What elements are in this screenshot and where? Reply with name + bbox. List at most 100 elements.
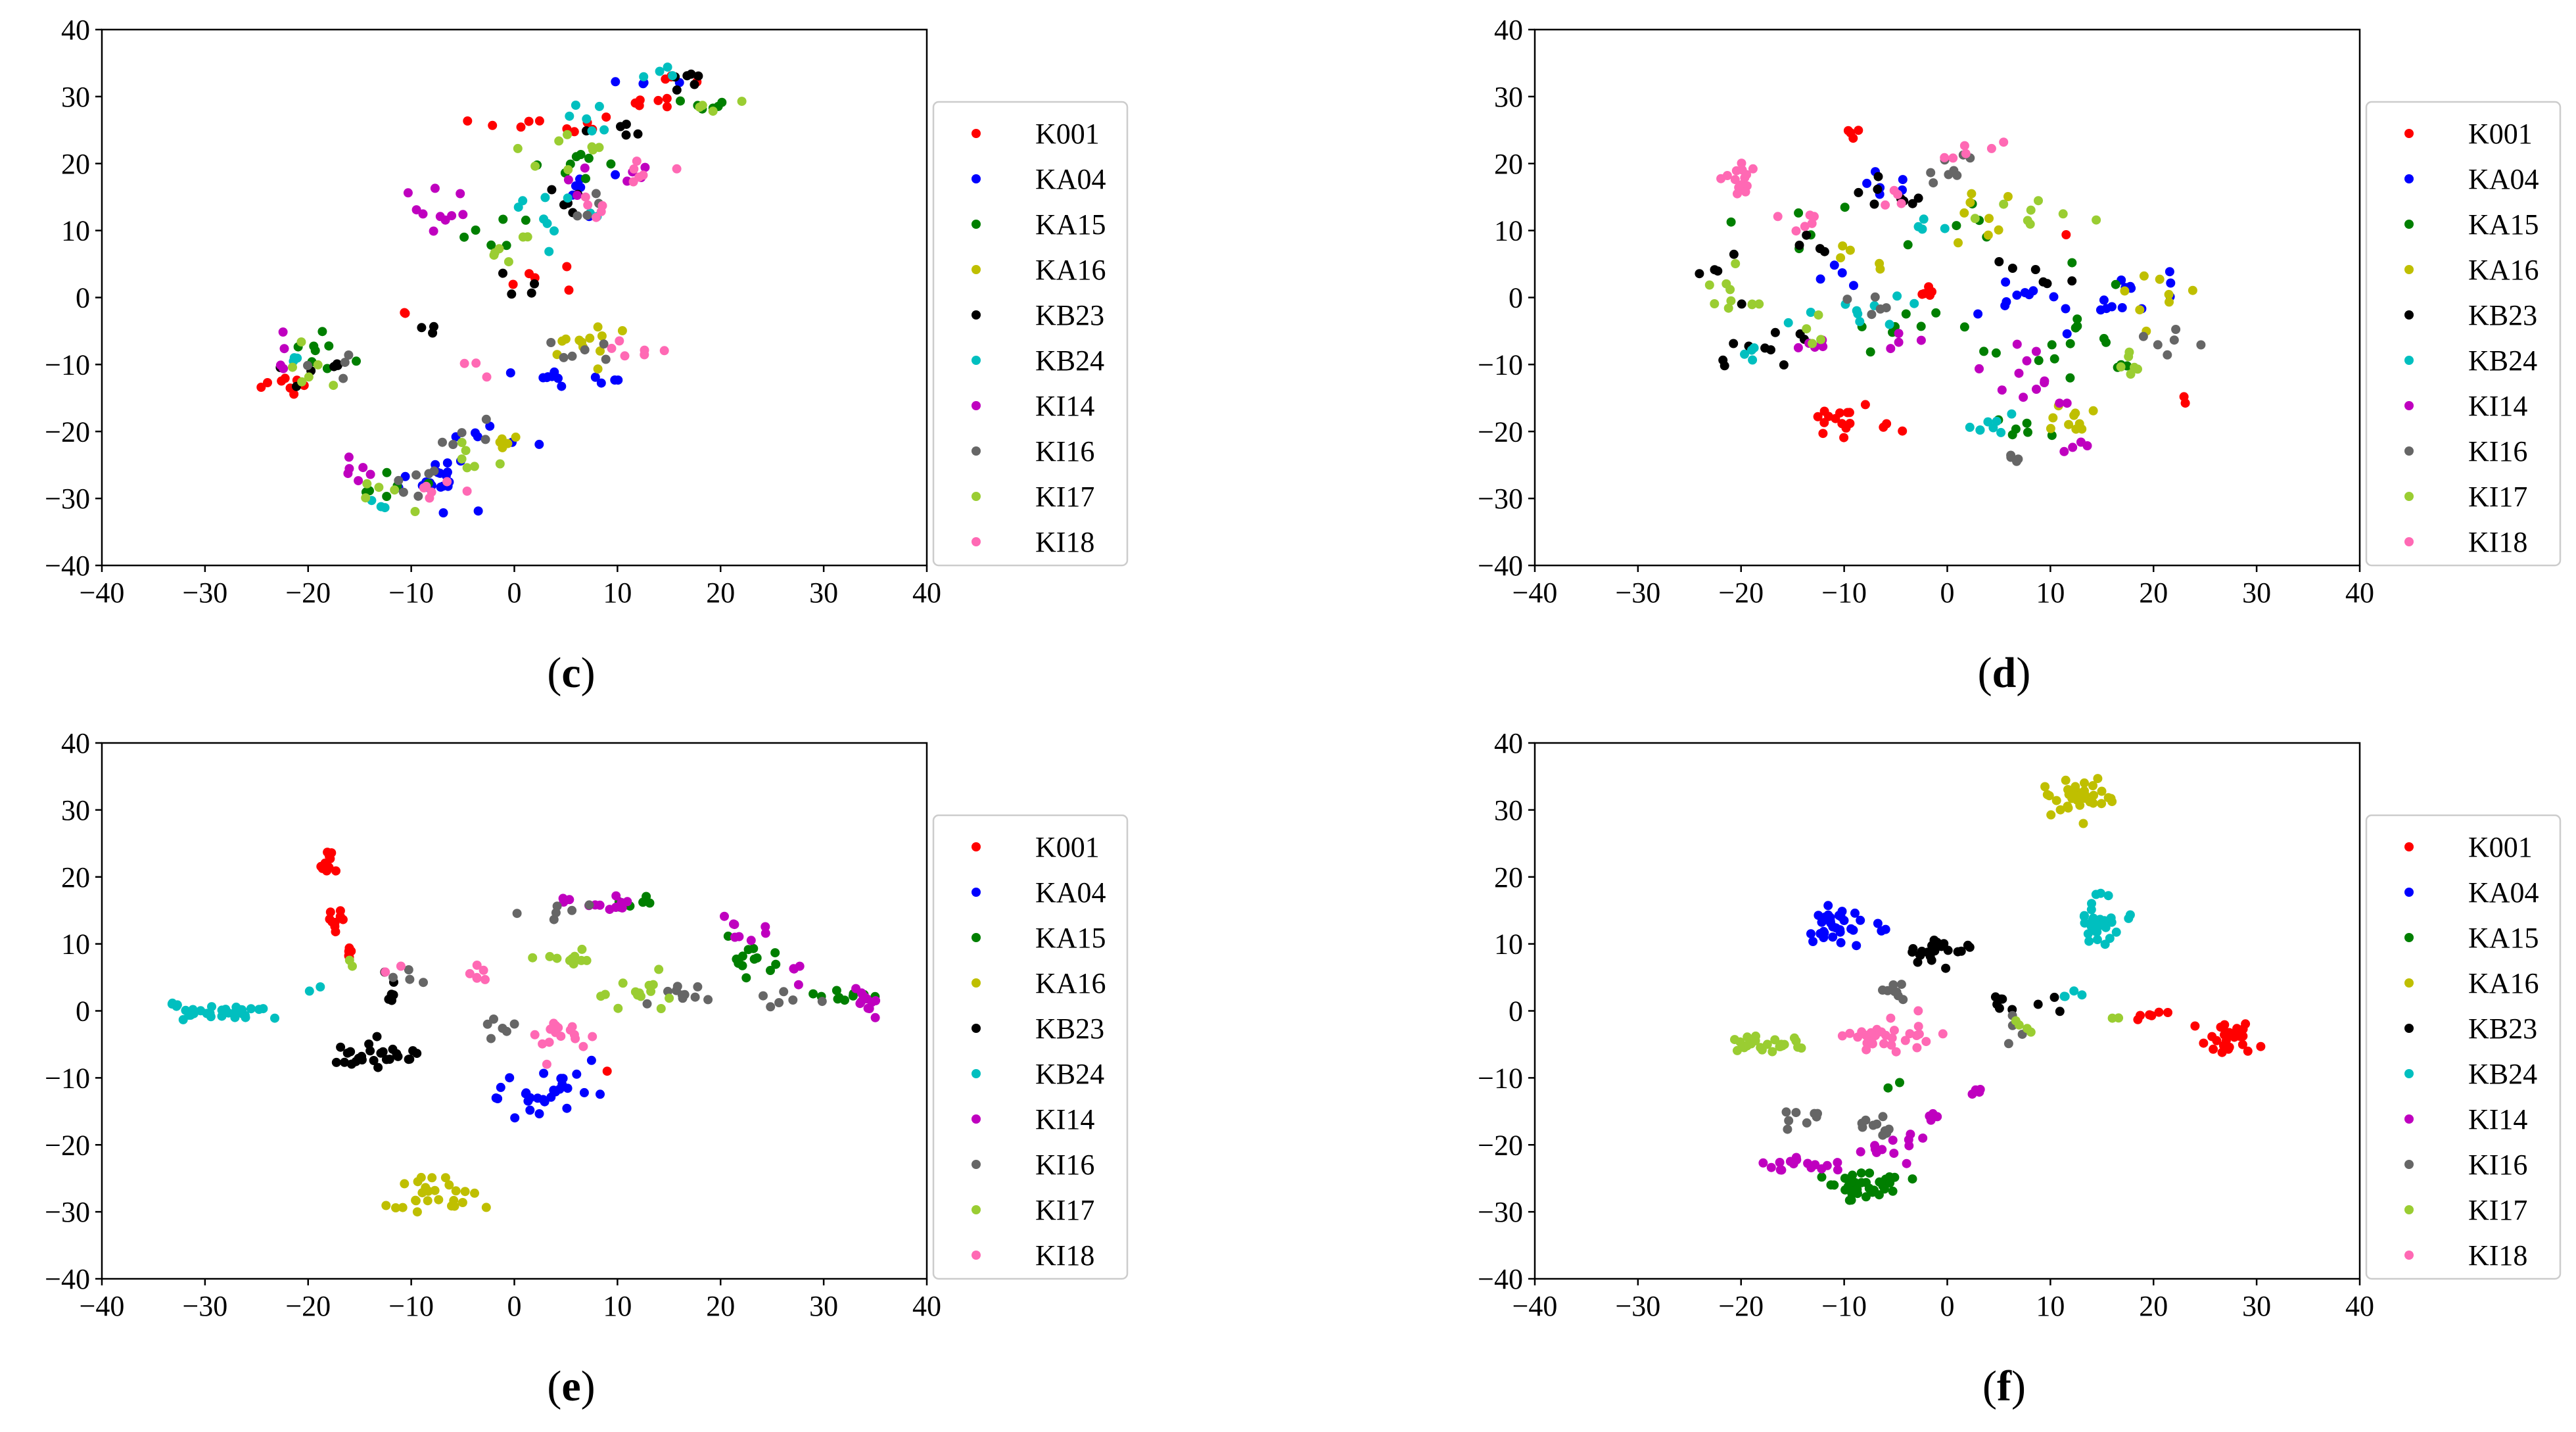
data-point-ka15	[502, 241, 511, 251]
data-point-ka04	[1881, 924, 1890, 934]
data-point-ki17	[576, 955, 586, 965]
data-point-ki18	[1867, 1039, 1877, 1049]
data-point-ki16	[1781, 1107, 1791, 1117]
legend-label: KI17	[1035, 1194, 1094, 1226]
data-point-kb24	[1975, 425, 1985, 435]
data-point-ki16	[2003, 1039, 2013, 1049]
data-point-ki16	[388, 972, 398, 982]
data-point-ka16	[1836, 253, 1846, 263]
data-point-ka15	[831, 986, 841, 995]
data-point-ki16	[766, 1002, 776, 1012]
data-point-ki16	[2169, 335, 2179, 345]
data-point-ka16	[511, 432, 521, 442]
data-point-ki18	[583, 200, 593, 210]
data-point-ka04	[473, 506, 483, 516]
data-point-ki17	[469, 462, 479, 471]
data-point-ki18	[1853, 1032, 1863, 1042]
data-point-ka04	[496, 1082, 505, 1092]
data-point-kb23	[1994, 257, 2004, 266]
data-point-ka15	[1888, 1186, 1898, 1196]
data-point-ki14	[279, 344, 289, 354]
data-point-kb23	[2038, 277, 2048, 287]
data-point-kb24	[2069, 986, 2079, 996]
legend-label: KI14	[1035, 1103, 1094, 1135]
data-point-ka15	[459, 232, 469, 242]
data-point-ki18	[1940, 153, 1950, 162]
data-point-ka16	[2088, 781, 2097, 790]
y-tick-label: −40	[1478, 550, 1523, 582]
data-point-ka16	[617, 326, 627, 335]
data-point-ki17	[567, 954, 577, 964]
data-point-kb23	[2030, 265, 2040, 274]
panel-caption: (c)	[547, 649, 595, 697]
x-tick-label: −10	[1821, 1290, 1867, 1322]
data-point-ka04	[442, 458, 452, 468]
data-point-ki16	[1898, 995, 1908, 1005]
data-point-ka15	[1726, 217, 1736, 227]
data-point-kb23	[1802, 230, 1812, 240]
data-point-kb23	[1941, 963, 1951, 973]
data-point-kb23	[1854, 187, 1863, 197]
data-point-ka04	[1850, 908, 1860, 918]
data-point-ka15	[1826, 1180, 1836, 1190]
data-point-kb23	[1795, 329, 1805, 339]
data-point-ka04	[1837, 268, 1847, 277]
legend-label: KA15	[2468, 922, 2539, 954]
x-tick-label: 40	[912, 1290, 941, 1322]
data-point-ka15	[1865, 1168, 1875, 1178]
x-tick-label: 0	[507, 577, 522, 609]
data-point-ka04	[510, 1113, 520, 1123]
data-point-ki16	[584, 900, 594, 910]
data-point-ki16	[1929, 178, 1938, 188]
data-point-kb23	[1873, 184, 1883, 194]
data-point-ka16	[2120, 286, 2130, 296]
data-point-ki18	[1837, 1031, 1847, 1041]
data-point-kb24	[2088, 913, 2098, 923]
data-point-kb23	[498, 268, 507, 278]
data-point-kb24	[196, 1006, 206, 1016]
data-point-ki17	[563, 165, 573, 175]
data-point-ki17	[304, 372, 314, 382]
x-tick-label: 10	[603, 1290, 632, 1322]
legend-marker	[972, 1069, 981, 1078]
data-point-ka16	[434, 1195, 444, 1205]
legend-label: KA15	[2468, 208, 2539, 241]
legend-label: KB23	[2468, 299, 2537, 331]
data-point-kb23	[1929, 936, 1939, 945]
data-point-kb23	[690, 80, 699, 89]
data-point-kb23	[2049, 992, 2059, 1002]
data-point-ki16	[1888, 980, 1898, 990]
y-tick-label: 10	[61, 928, 90, 961]
y-tick-label: 0	[76, 995, 90, 1028]
data-point-ki17	[490, 248, 500, 258]
legend-marker	[2404, 129, 2414, 138]
data-point-kb23	[1913, 957, 1923, 967]
data-point-ka16	[557, 336, 567, 346]
y-tick-label: 20	[1494, 148, 1523, 180]
y-tick-label: −20	[45, 416, 90, 448]
y-tick-label: −10	[1478, 348, 1523, 381]
data-point-ki16	[448, 440, 458, 449]
data-point-ki14	[1932, 1112, 1942, 1122]
data-point-ka04	[596, 1089, 605, 1099]
data-point-kb23	[369, 1056, 379, 1065]
data-point-ki17	[457, 454, 467, 464]
data-point-ka16	[411, 1195, 421, 1205]
data-point-ki18	[567, 1022, 577, 1032]
data-point-ki14	[1775, 1158, 1785, 1167]
data-point-ka16	[391, 1203, 400, 1212]
data-point-ka15	[749, 943, 759, 953]
data-point-ka15	[2047, 340, 2057, 350]
data-point-ka04	[572, 1069, 582, 1079]
data-point-ka15	[734, 958, 743, 967]
data-point-ka04	[1837, 907, 1847, 917]
data-point-ka16	[2085, 797, 2095, 807]
data-point-ki18	[1891, 1047, 1901, 1057]
y-tick-label: 20	[1494, 861, 1523, 894]
legend-marker	[2404, 1114, 2414, 1124]
data-point-ka04	[1828, 922, 1838, 932]
panel-d: −40 −30 −20 −10 0 10 20 30 40 −40 −30 −20 −10 0 10 20 3…	[1478, 14, 2562, 697]
data-point-kb24	[168, 998, 177, 1008]
data-point-kb24	[1988, 423, 1998, 433]
data-point-k001	[508, 279, 518, 289]
